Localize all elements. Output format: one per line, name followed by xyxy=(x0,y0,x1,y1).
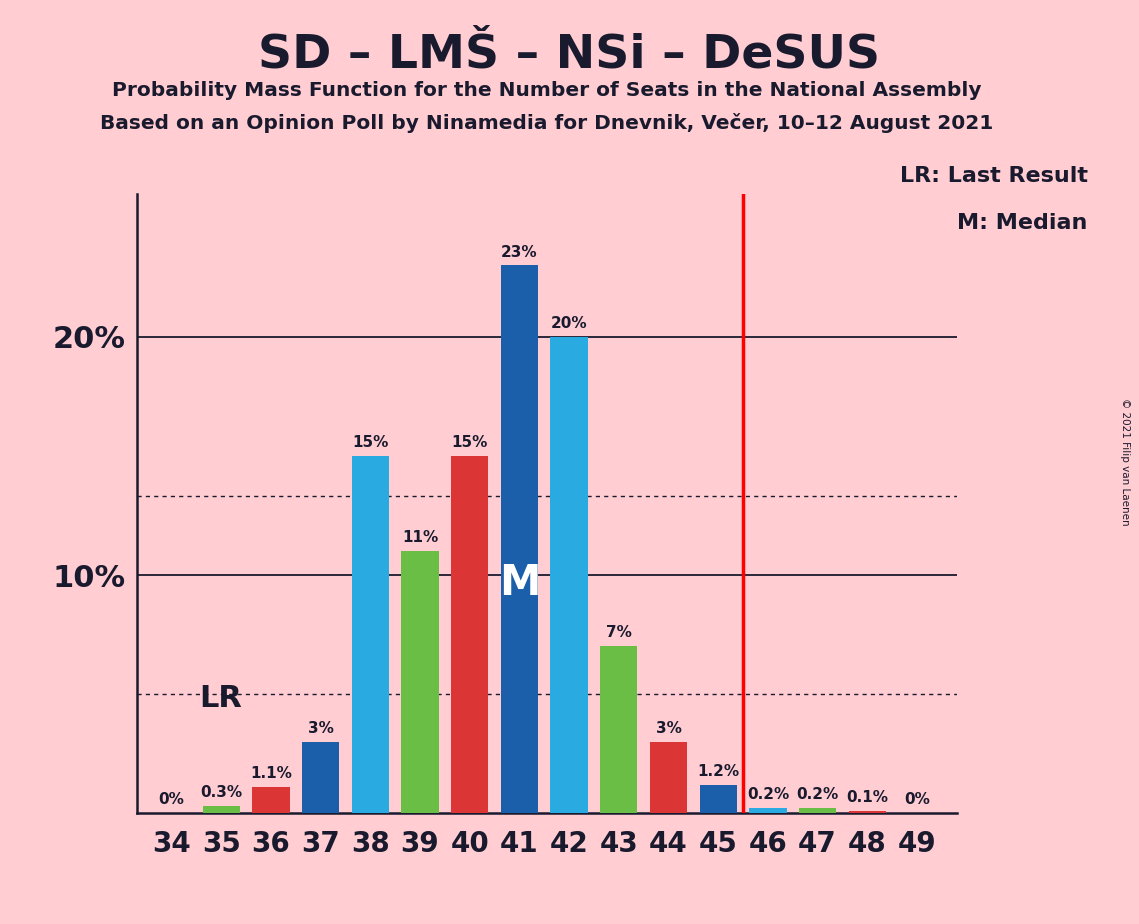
Text: 3%: 3% xyxy=(656,721,681,736)
Text: 15%: 15% xyxy=(352,435,388,450)
Bar xyxy=(849,810,886,813)
Text: Probability Mass Function for the Number of Seats in the National Assembly: Probability Mass Function for the Number… xyxy=(112,81,982,101)
Text: 3%: 3% xyxy=(308,721,334,736)
Bar xyxy=(352,456,388,813)
Text: 1.2%: 1.2% xyxy=(697,763,739,779)
Text: SD – LMŠ – NSi – DeSUS: SD – LMŠ – NSi – DeSUS xyxy=(259,32,880,78)
Bar xyxy=(401,552,439,813)
Bar xyxy=(252,787,289,813)
Text: Based on an Opinion Poll by Ninamedia for Dnevnik, Večer, 10–12 August 2021: Based on an Opinion Poll by Ninamedia fo… xyxy=(100,113,993,133)
Text: 0%: 0% xyxy=(158,792,185,808)
Text: 0.3%: 0.3% xyxy=(200,785,243,800)
Text: 1.1%: 1.1% xyxy=(249,766,292,781)
Text: LR: Last Result: LR: Last Result xyxy=(900,166,1088,187)
Bar xyxy=(550,337,588,813)
Bar xyxy=(798,808,836,813)
Bar xyxy=(600,647,638,813)
Bar xyxy=(203,806,240,813)
Bar xyxy=(302,742,339,813)
Bar xyxy=(749,808,787,813)
Text: 0.1%: 0.1% xyxy=(846,790,888,805)
Text: 0.2%: 0.2% xyxy=(747,787,789,802)
Text: 0%: 0% xyxy=(904,792,929,808)
Text: 20%: 20% xyxy=(551,316,588,331)
Text: LR: LR xyxy=(199,684,243,713)
Bar xyxy=(451,456,489,813)
Bar xyxy=(650,742,687,813)
Text: © 2021 Filip van Laenen: © 2021 Filip van Laenen xyxy=(1121,398,1130,526)
Bar xyxy=(699,784,737,813)
Bar xyxy=(501,265,538,813)
Text: M: M xyxy=(499,562,540,604)
Text: M: Median: M: Median xyxy=(958,213,1088,233)
Text: 7%: 7% xyxy=(606,626,632,640)
Text: 23%: 23% xyxy=(501,245,538,260)
Text: 11%: 11% xyxy=(402,530,439,545)
Text: 0.2%: 0.2% xyxy=(796,787,838,802)
Text: 15%: 15% xyxy=(451,435,487,450)
